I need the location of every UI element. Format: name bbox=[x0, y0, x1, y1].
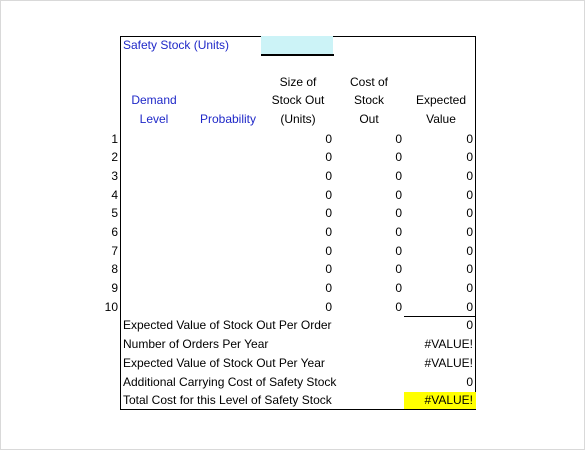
summary-label-total-cost: Total Cost for this Level of Safety Stoc… bbox=[123, 393, 332, 407]
row-number: 6 bbox=[111, 225, 118, 239]
header-cost-line3: Out bbox=[359, 112, 379, 126]
summary-label-orders-per-year: Number of Orders Per Year bbox=[123, 337, 269, 351]
total-cost-highlight bbox=[404, 392, 476, 409]
size-cell[interactable]: 0 bbox=[325, 150, 332, 164]
size-cell[interactable]: 0 bbox=[325, 132, 332, 146]
row-number: 3 bbox=[111, 169, 118, 183]
size-cell[interactable]: 0 bbox=[325, 262, 332, 276]
safety-stock-label: Safety Stock (Units) bbox=[123, 38, 230, 52]
input-cell-underline bbox=[261, 54, 334, 56]
size-cell[interactable]: 0 bbox=[325, 169, 332, 183]
summary-label-carrying-cost: Additional Carrying Cost of Safety Stock bbox=[123, 375, 337, 389]
summary-value-carrying-cost[interactable]: 0 bbox=[466, 375, 473, 389]
cost-cell[interactable]: 0 bbox=[395, 244, 402, 258]
expected-cell[interactable]: 0 bbox=[466, 225, 473, 239]
header-expected-line1: Expected bbox=[415, 93, 467, 107]
row-number: 1 bbox=[111, 132, 118, 146]
cost-cell[interactable]: 0 bbox=[395, 281, 402, 295]
row-number: 7 bbox=[111, 244, 118, 258]
size-cell[interactable]: 0 bbox=[325, 300, 332, 314]
summary-label-expected-per-order: Expected Value of Stock Out Per Order bbox=[123, 318, 332, 332]
row-number: 4 bbox=[111, 188, 118, 202]
row-number: 5 bbox=[111, 206, 118, 220]
expected-cell[interactable]: 0 bbox=[466, 132, 473, 146]
row-number: 2 bbox=[111, 150, 118, 164]
cost-cell[interactable]: 0 bbox=[395, 300, 402, 314]
expected-cell[interactable]: 0 bbox=[466, 281, 473, 295]
expected-cell[interactable]: 0 bbox=[466, 150, 473, 164]
summary-value-orders-per-year[interactable]: #VALUE! bbox=[424, 337, 473, 351]
cost-cell[interactable]: 0 bbox=[395, 262, 402, 276]
safety-stock-input-cell[interactable] bbox=[261, 36, 333, 54]
cost-cell[interactable]: 0 bbox=[395, 169, 402, 183]
sum-separator-line bbox=[404, 316, 476, 317]
size-cell[interactable]: 0 bbox=[325, 225, 332, 239]
header-cost-line2: Stock bbox=[353, 93, 384, 107]
expected-cell[interactable]: 0 bbox=[466, 169, 473, 183]
size-cell[interactable]: 0 bbox=[325, 281, 332, 295]
summary-value-expected-per-year[interactable]: #VALUE! bbox=[424, 356, 473, 370]
row-number: 8 bbox=[111, 262, 118, 276]
expected-cell[interactable]: 0 bbox=[466, 244, 473, 258]
header-size-line1: Size of bbox=[279, 75, 317, 89]
row-number: 10 bbox=[104, 300, 118, 314]
header-demand-line1: Demand bbox=[131, 93, 177, 107]
cost-cell[interactable]: 0 bbox=[395, 206, 402, 220]
cost-cell[interactable]: 0 bbox=[395, 225, 402, 239]
expected-cell[interactable]: 0 bbox=[466, 206, 473, 220]
header-demand-line2: Level bbox=[139, 112, 169, 126]
size-cell[interactable]: 0 bbox=[325, 188, 332, 202]
summary-label-expected-per-year: Expected Value of Stock Out Per Year bbox=[123, 356, 325, 370]
summary-value-expected-per-order[interactable]: 0 bbox=[466, 318, 473, 332]
header-size-line2: Stock Out bbox=[271, 93, 325, 107]
cost-cell[interactable]: 0 bbox=[395, 132, 402, 146]
cost-cell[interactable]: 0 bbox=[395, 188, 402, 202]
expected-cell[interactable]: 0 bbox=[466, 188, 473, 202]
expected-cell[interactable]: 0 bbox=[466, 300, 473, 314]
header-size-line3: (Units) bbox=[280, 112, 316, 126]
row-number: 9 bbox=[111, 281, 118, 295]
cost-cell[interactable]: 0 bbox=[395, 150, 402, 164]
header-cost-line1: Cost of bbox=[349, 75, 388, 89]
size-cell[interactable]: 0 bbox=[325, 244, 332, 258]
expected-cell[interactable]: 0 bbox=[466, 262, 473, 276]
size-cell[interactable]: 0 bbox=[325, 206, 332, 220]
header-expected-line2: Value bbox=[426, 112, 456, 126]
header-probability: Probability bbox=[199, 112, 257, 126]
summary-value-total-cost[interactable]: #VALUE! bbox=[424, 393, 473, 407]
